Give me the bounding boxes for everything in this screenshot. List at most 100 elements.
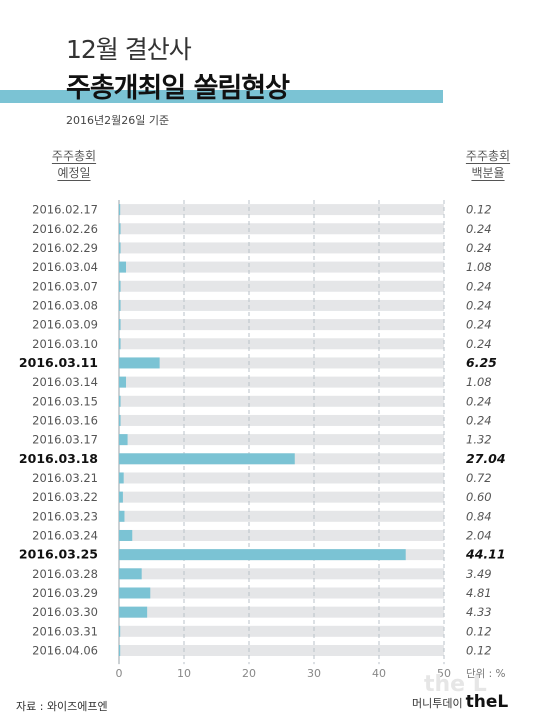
bar-track xyxy=(119,625,444,637)
x-tick-label: 30 xyxy=(307,667,321,680)
bar xyxy=(119,625,121,637)
value-label: 1.08 xyxy=(466,375,492,389)
bar xyxy=(119,510,125,522)
bar-track xyxy=(119,606,444,618)
value-label: 4.33 xyxy=(466,605,492,619)
value-label: 2.04 xyxy=(466,528,492,542)
value-label: 1.32 xyxy=(466,433,492,447)
bar xyxy=(119,644,121,656)
bar xyxy=(119,568,142,580)
chart-title-line2: 주총개최일 쏠림현상 xyxy=(66,73,290,104)
chart-title-line1: 12월 결산사 xyxy=(66,35,192,64)
value-label: 0.60 xyxy=(466,490,492,504)
percent-column-header: 주주총회 백분율 xyxy=(448,148,528,182)
value-label: 27.04 xyxy=(466,451,506,466)
value-label: 0.12 xyxy=(466,624,492,638)
value-label: 0.24 xyxy=(466,413,492,427)
bar xyxy=(119,223,121,235)
bar xyxy=(119,204,121,216)
x-tick-label: 20 xyxy=(242,667,256,680)
category-label: 2016.02.17 xyxy=(32,203,98,217)
x-tick-label: 10 xyxy=(177,667,191,680)
date-column-header: 주주총회 예정일 xyxy=(36,148,112,182)
value-label: 0.24 xyxy=(466,394,492,408)
bar-track xyxy=(119,434,444,446)
brand-prefix: 머니투데이 xyxy=(412,697,463,710)
category-label: 2016.03.04 xyxy=(32,260,98,274)
category-label: 2016.02.26 xyxy=(32,222,98,236)
category-label: 2016.03.29 xyxy=(32,586,98,600)
bar xyxy=(119,453,295,465)
category-label: 2016.03.30 xyxy=(32,605,98,619)
x-tick-label: 0 xyxy=(116,667,123,680)
x-tick-label: 50 xyxy=(437,667,451,680)
bar xyxy=(119,319,121,331)
category-label: 2016.03.10 xyxy=(32,337,98,351)
bar xyxy=(119,280,121,292)
value-label: 44.11 xyxy=(465,547,506,562)
category-label: 2016.03.24 xyxy=(32,528,98,542)
value-label: 0.24 xyxy=(466,222,492,236)
bar xyxy=(119,529,133,541)
bar xyxy=(119,491,123,503)
bar-track xyxy=(119,357,444,369)
bar xyxy=(119,242,121,254)
source-note: 자료 : 와이즈에프엔 xyxy=(16,700,108,713)
percent-header-line1: 주주총회 xyxy=(465,149,511,163)
bar-track xyxy=(119,242,444,254)
bar-track xyxy=(119,644,444,656)
category-label: 2016.03.07 xyxy=(32,279,98,293)
bar-track xyxy=(119,204,444,216)
bar-track xyxy=(119,472,444,484)
category-label: 2016.03.16 xyxy=(32,413,98,427)
brand-logo: 머니투데이 theL xyxy=(412,692,508,712)
bar xyxy=(119,376,127,388)
bar xyxy=(119,414,121,426)
category-label: 2016.03.21 xyxy=(32,471,98,485)
brand-name: theL xyxy=(465,692,509,712)
category-label: 2016.03.15 xyxy=(32,394,98,408)
category-label: 2016.03.09 xyxy=(32,318,98,332)
bar xyxy=(119,434,128,446)
x-tick-label: 40 xyxy=(372,667,386,680)
bar-track xyxy=(119,280,444,292)
bar-track xyxy=(119,491,444,503)
title-accent-bar xyxy=(0,90,443,103)
category-label: 2016.03.31 xyxy=(32,624,98,638)
date-header-line2: 예정일 xyxy=(57,166,91,180)
bar xyxy=(119,357,160,369)
bar xyxy=(119,338,121,350)
percent-header-line2: 백분율 xyxy=(471,166,505,180)
bar xyxy=(119,395,121,407)
bar-track xyxy=(119,529,444,541)
bar xyxy=(119,261,127,273)
bar-track xyxy=(119,338,444,350)
unit-label: 단위 : % xyxy=(466,667,506,680)
category-label: 2016.03.23 xyxy=(32,509,98,523)
watermark-logo: the L xyxy=(424,672,487,697)
value-label: 6.25 xyxy=(466,355,497,370)
value-label: 0.72 xyxy=(466,471,492,485)
category-label: 2016.03.22 xyxy=(32,490,98,504)
bar xyxy=(119,606,148,618)
category-label: 2016.02.29 xyxy=(32,241,98,255)
category-label: 2016.03.14 xyxy=(32,375,98,389)
bar-track xyxy=(119,587,444,599)
bar xyxy=(119,549,406,561)
category-label: 2016.03.08 xyxy=(32,298,98,312)
date-note: 2016년2월26일 기준 xyxy=(66,114,170,127)
bar xyxy=(119,299,121,311)
bar-track xyxy=(119,376,444,388)
bar-track xyxy=(119,261,444,273)
value-label: 1.08 xyxy=(466,260,492,274)
value-label: 0.12 xyxy=(466,643,492,657)
bar xyxy=(119,587,151,599)
category-label: 2016.03.18 xyxy=(19,451,98,466)
value-label: 0.24 xyxy=(466,241,492,255)
category-label: 2016.03.17 xyxy=(32,433,98,447)
value-label: 0.24 xyxy=(466,279,492,293)
bar-track xyxy=(119,223,444,235)
bar-track xyxy=(119,395,444,407)
value-label: 0.24 xyxy=(466,318,492,332)
